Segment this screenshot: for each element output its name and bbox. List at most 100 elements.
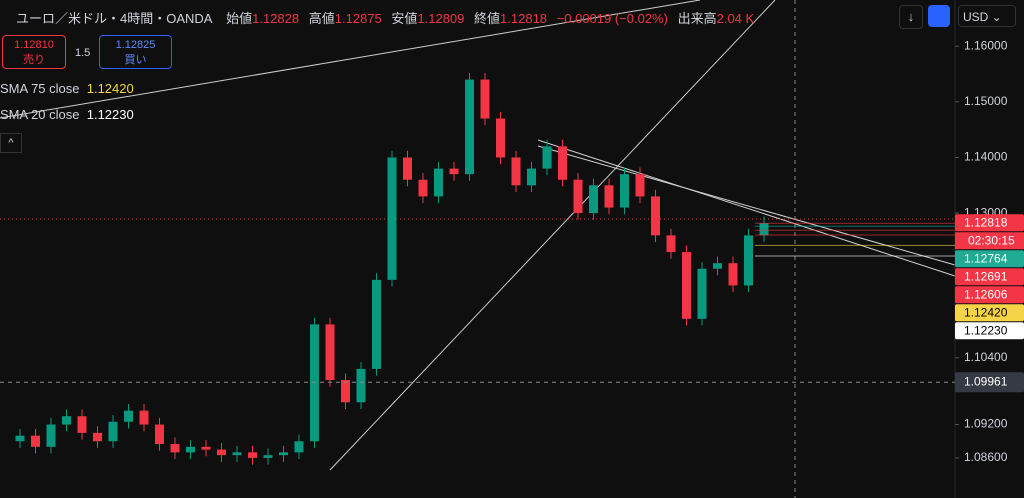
sync-button[interactable] xyxy=(928,5,950,27)
y-tick-label: 1.08600 xyxy=(964,450,1008,464)
price-label-bg xyxy=(955,286,1024,304)
candle-body xyxy=(542,146,552,169)
sell-button[interactable]: 1.12810 売り xyxy=(2,35,66,69)
label: 終値 xyxy=(474,11,501,26)
candle-body xyxy=(713,263,722,269)
candle-body xyxy=(558,146,567,180)
currency: USD xyxy=(963,10,989,24)
y-tick-label: 1.15000 xyxy=(964,94,1008,108)
candle-body xyxy=(496,118,505,158)
value: 2.04 K xyxy=(716,11,755,26)
indicator-name: SMA 75 close xyxy=(0,81,80,96)
countdown: 02:30:15 xyxy=(968,233,1015,247)
spread: 1.5 xyxy=(75,47,91,59)
label: 始値 xyxy=(226,11,253,26)
download-button[interactable]: ↓ xyxy=(899,5,923,29)
candle-body xyxy=(604,185,614,208)
candle-body xyxy=(341,380,350,403)
value: 1.12818 xyxy=(500,11,548,26)
candle-body xyxy=(666,235,676,253)
candle-body xyxy=(263,455,273,458)
collapse-button[interactable]: ^ xyxy=(0,133,22,153)
candle-body xyxy=(356,368,366,403)
candle-body xyxy=(232,452,242,456)
candle-body xyxy=(201,446,211,450)
candle-body xyxy=(759,223,769,236)
change: −0.00019 (−0.02%) xyxy=(556,11,668,26)
trend-line xyxy=(0,0,701,119)
candle-body xyxy=(465,79,474,175)
candle-body xyxy=(434,168,443,197)
candle-body xyxy=(418,179,428,197)
value: 1.12875 xyxy=(334,11,382,26)
label: 出来高 xyxy=(677,11,717,26)
indicator-value: 1.12420 xyxy=(86,81,134,96)
price-label: 1.12420 xyxy=(964,305,1008,319)
price-label: 1.12818 xyxy=(964,215,1008,229)
candle-body xyxy=(93,432,102,442)
candle-body xyxy=(186,446,195,453)
candle-body xyxy=(77,416,87,433)
symbol[interactable]: ユーロ／米ドル・4時間・OANDA xyxy=(16,11,213,26)
candle-body xyxy=(527,168,536,186)
candle-body xyxy=(620,174,629,208)
candle-body xyxy=(744,235,753,286)
candle-body xyxy=(635,174,645,197)
crosshair-label: 1.09961 xyxy=(964,374,1008,388)
candle-body xyxy=(108,421,118,442)
candle-body xyxy=(15,435,25,442)
trend-line xyxy=(329,0,776,471)
price-label: 1.12230 xyxy=(964,323,1008,337)
y-tick-label: 1.14000 xyxy=(964,150,1008,164)
value: 1.12828 xyxy=(252,11,300,26)
currency-select[interactable]: USD ⌄ xyxy=(958,5,1016,27)
candle-body xyxy=(728,263,738,286)
symbol-header: ユーロ／米ドル・4時間・OANDA 始値1.12828 高値1.12875 安値… xyxy=(2,8,760,27)
price-label-bg xyxy=(955,214,1024,232)
candle-body xyxy=(372,279,381,369)
candle-body xyxy=(310,324,319,442)
candle-body xyxy=(403,157,412,180)
candle-body xyxy=(682,252,691,319)
crosshair-label-bg xyxy=(955,372,1024,393)
candle-body xyxy=(139,410,149,425)
candle-body xyxy=(651,196,660,236)
candle-body xyxy=(449,168,459,175)
price-label-bg xyxy=(955,250,1024,268)
price-label-bg xyxy=(955,304,1024,322)
indicator[interactable]: SMA 75 close 1.12420 xyxy=(0,81,134,96)
candle-body xyxy=(217,449,226,456)
candle-body xyxy=(46,424,56,447)
candle-body xyxy=(62,416,71,425)
trend-line xyxy=(537,139,956,277)
candle-body xyxy=(697,268,707,319)
candle-body xyxy=(248,452,257,458)
price-label-bg xyxy=(955,322,1024,340)
candle-body xyxy=(170,444,180,453)
indicator[interactable]: SMA 20 close 1.12230 xyxy=(0,107,134,122)
candle-body xyxy=(31,435,40,447)
candle-body xyxy=(573,179,583,214)
candle-body xyxy=(387,157,397,280)
sell-price: 1.12810 xyxy=(14,39,54,51)
candle-body xyxy=(325,324,335,381)
sell-label: 売り xyxy=(23,54,45,66)
price-label-bg xyxy=(955,268,1024,286)
y-tick-label: 1.10400 xyxy=(964,350,1008,364)
price-label: 1.12691 xyxy=(964,269,1008,283)
price-label: 1.12764 xyxy=(964,251,1008,265)
price-label: 1.12606 xyxy=(964,287,1008,301)
buy-price: 1.12825 xyxy=(115,39,156,51)
candle-body xyxy=(124,410,133,422)
candle-body xyxy=(511,157,521,186)
y-tick-label: 1.16000 xyxy=(964,38,1008,52)
countdown-bg xyxy=(955,232,1024,250)
indicator-value: 1.12230 xyxy=(86,107,134,122)
label: 高値 xyxy=(308,11,335,26)
buy-button[interactable]: 1.12825 買い xyxy=(99,35,172,69)
indicator-name: SMA 20 close xyxy=(0,107,80,122)
value: 1.12809 xyxy=(417,11,465,26)
candle-body xyxy=(589,185,598,214)
